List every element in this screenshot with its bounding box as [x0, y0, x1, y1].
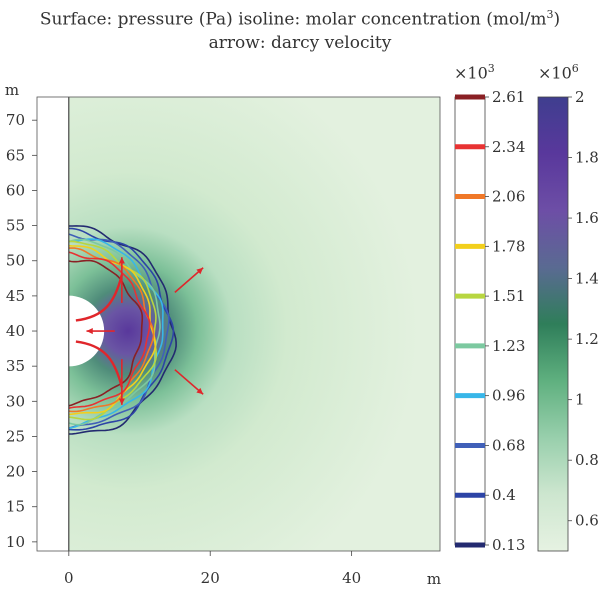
y-tick-label: 55	[6, 217, 25, 235]
y-tick-label: 50	[6, 252, 25, 270]
y-tick-label: 25	[6, 427, 25, 445]
colorbar-tick-label: 0.8	[575, 451, 599, 469]
chart-title-text: Surface: pressure (Pa) isoline: molar co…	[39, 9, 547, 30]
colorbar-tick-label: 1.6	[575, 209, 599, 227]
isoline-legend-label-0.68: 0.68	[492, 436, 525, 454]
y-axis: 10 15 20 25 30 35 40 45 50 55 60 65 70	[6, 111, 37, 551]
colorbar-tick-label: 1.2	[575, 330, 599, 348]
chart-title-tail: )	[553, 9, 561, 30]
x-axis: 0 20 40	[64, 551, 361, 587]
colorbar-tick-label: 0.6	[575, 512, 599, 530]
pressure-surface	[68, 97, 440, 551]
isoline-legend-label-0.96: 0.96	[492, 387, 525, 405]
isoline-2.61	[68, 259, 144, 407]
isoline-0.96	[68, 238, 164, 429]
y-tick-label: 10	[6, 533, 25, 551]
surface-multiplier-exponent: 6	[571, 62, 579, 75]
y-tick-label: 60	[6, 181, 25, 199]
isoline-legend-label-0.13: 0.13	[492, 536, 525, 554]
velocity-arrowhead-2	[196, 387, 204, 395]
velocity-arrowhead-4	[118, 398, 125, 405]
isoline-legend-label-2.34: 2.34	[492, 138, 525, 156]
plot-frame	[36, 96, 441, 552]
isoline-0.68	[68, 233, 170, 429]
isoline-2.34	[68, 251, 151, 409]
colorbar-tick-label: 1	[575, 391, 585, 409]
x-axis-label: m	[427, 570, 441, 588]
velocity-arrowhead-3	[118, 257, 125, 264]
isoline-legend-label-2.06: 2.06	[492, 188, 525, 206]
chart-title-line-2: arrow: darcy velocity	[208, 33, 392, 53]
pressure-colorbar: 0.6 0.8 1 1.2 1.4 1.6 1.8 2	[537, 88, 599, 552]
y-tick-label: 35	[6, 357, 25, 375]
isoline-multiplier-base: ×10	[454, 63, 488, 83]
plot-content	[68, 97, 440, 551]
colorbar-tick-label: 1.4	[575, 270, 599, 288]
x-tick-label: 20	[201, 569, 220, 587]
x-tick-label: 40	[342, 569, 361, 587]
x-tick-label: 0	[64, 569, 74, 587]
y-tick-label: 30	[6, 392, 25, 410]
isoline-2.06	[68, 247, 155, 413]
flow-fan-1	[75, 274, 124, 322]
velocity-arrowhead-5	[86, 327, 93, 335]
isoline-0.4	[68, 227, 175, 431]
isoline-multiplier: ×103	[454, 62, 495, 82]
isoline-legend-label-1.51: 1.51	[492, 287, 525, 305]
y-tick-label: 15	[6, 498, 25, 516]
y-axis-label: m	[5, 81, 19, 99]
surface-multiplier-base: ×10	[538, 63, 572, 83]
isoline-multiplier-exponent: 3	[487, 62, 495, 75]
chart-title-line-1: Surface: pressure (Pa) isoline: molar co…	[0, 8, 600, 30]
colorbar-bar	[537, 96, 569, 552]
isoline-1.23	[68, 238, 161, 426]
flow-fan-2	[75, 340, 124, 388]
y-tick-label: 45	[6, 287, 25, 305]
isoline-legend-label-1.23: 1.23	[492, 337, 525, 355]
y-tick-label: 65	[6, 146, 25, 164]
y-tick-label: 70	[6, 111, 25, 129]
isoline-legend-frame	[454, 96, 486, 546]
isoline-legend-label-0.4: 0.4	[492, 486, 516, 504]
y-tick-label: 40	[6, 322, 25, 340]
y-tick-label: 20	[6, 463, 25, 481]
isoline-legend-label-1.78: 1.78	[492, 237, 525, 255]
velocity-arrowhead-1	[196, 267, 204, 275]
surface-multiplier: ×106	[538, 62, 579, 82]
isoline-legend-label-2.61: 2.61	[492, 88, 525, 106]
isoline-legend: 0.13 0.4 0.68 0.96 1.23 1.51 1.78 2.06 2.34 2.61	[454, 88, 525, 554]
colorbar-tick-label: 2	[575, 88, 585, 106]
colorbar-tick-label: 1.8	[575, 149, 599, 167]
chart-title-superscript: 3	[546, 8, 554, 21]
